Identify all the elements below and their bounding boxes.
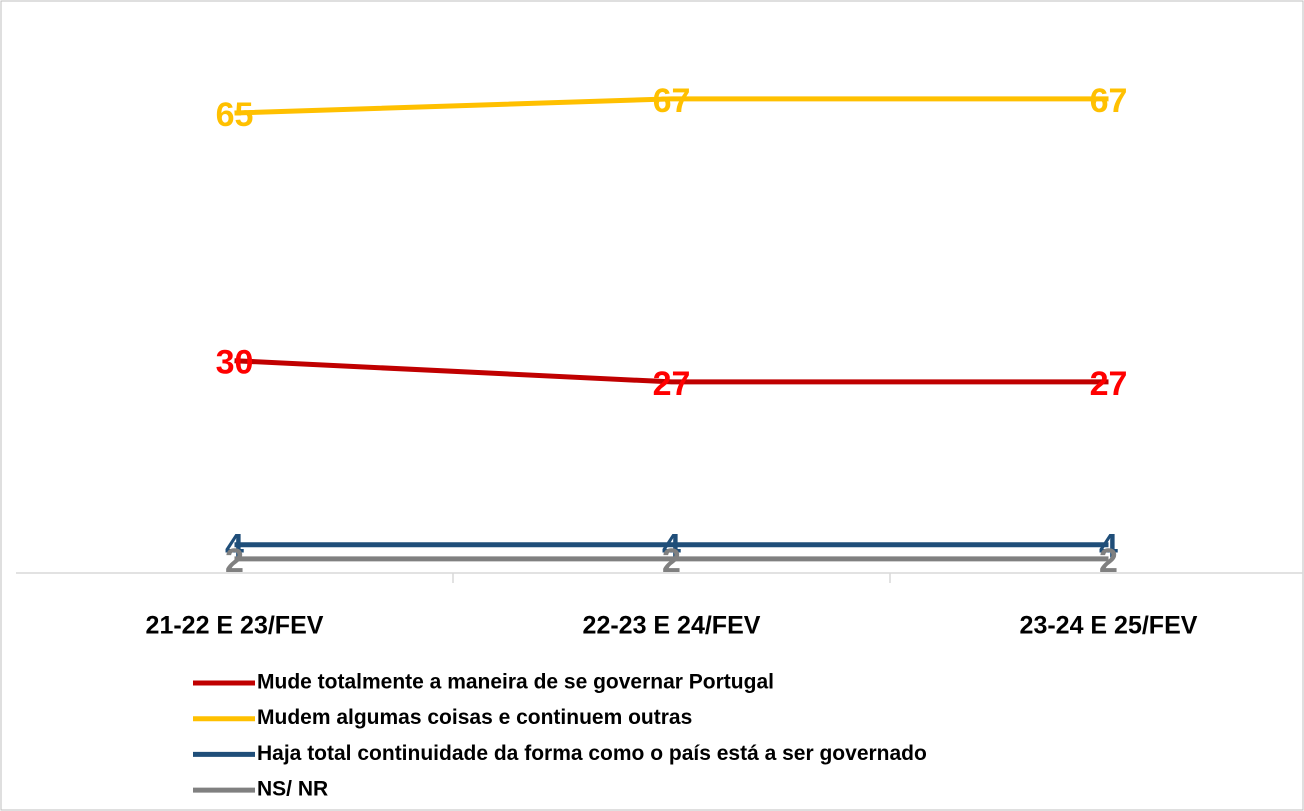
data-label: 2: [225, 542, 244, 580]
data-label: 2: [662, 542, 681, 580]
legend-label: Mudem algumas coisas e continuem outras: [257, 706, 692, 729]
x-tick-label: 21-22 E 23/FEV: [146, 612, 324, 640]
series-line: [234, 96, 1109, 116]
data-label: 4: [1099, 528, 1118, 566]
x-tick-label: 23-24 E 25/FEV: [1020, 612, 1198, 640]
data-label: 67: [1090, 82, 1128, 120]
data-label: 67: [653, 82, 691, 120]
data-label: 4: [225, 528, 244, 566]
legend-label: Haja total continuidade da forma como o …: [257, 742, 927, 765]
data-label: 27: [653, 365, 691, 403]
series-line: [234, 358, 1109, 385]
legend-label: Mude totalmente a maneira de se governar…: [257, 671, 774, 694]
data-label: 30: [216, 344, 254, 382]
x-tick-label: 22-23 E 24/FEV: [583, 612, 761, 640]
data-label: 65: [216, 96, 254, 134]
data-label: 2: [1099, 542, 1118, 580]
legend-label: NS/ NR: [257, 778, 328, 801]
data-label: 27: [1090, 365, 1128, 403]
data-label: 4: [662, 528, 681, 566]
